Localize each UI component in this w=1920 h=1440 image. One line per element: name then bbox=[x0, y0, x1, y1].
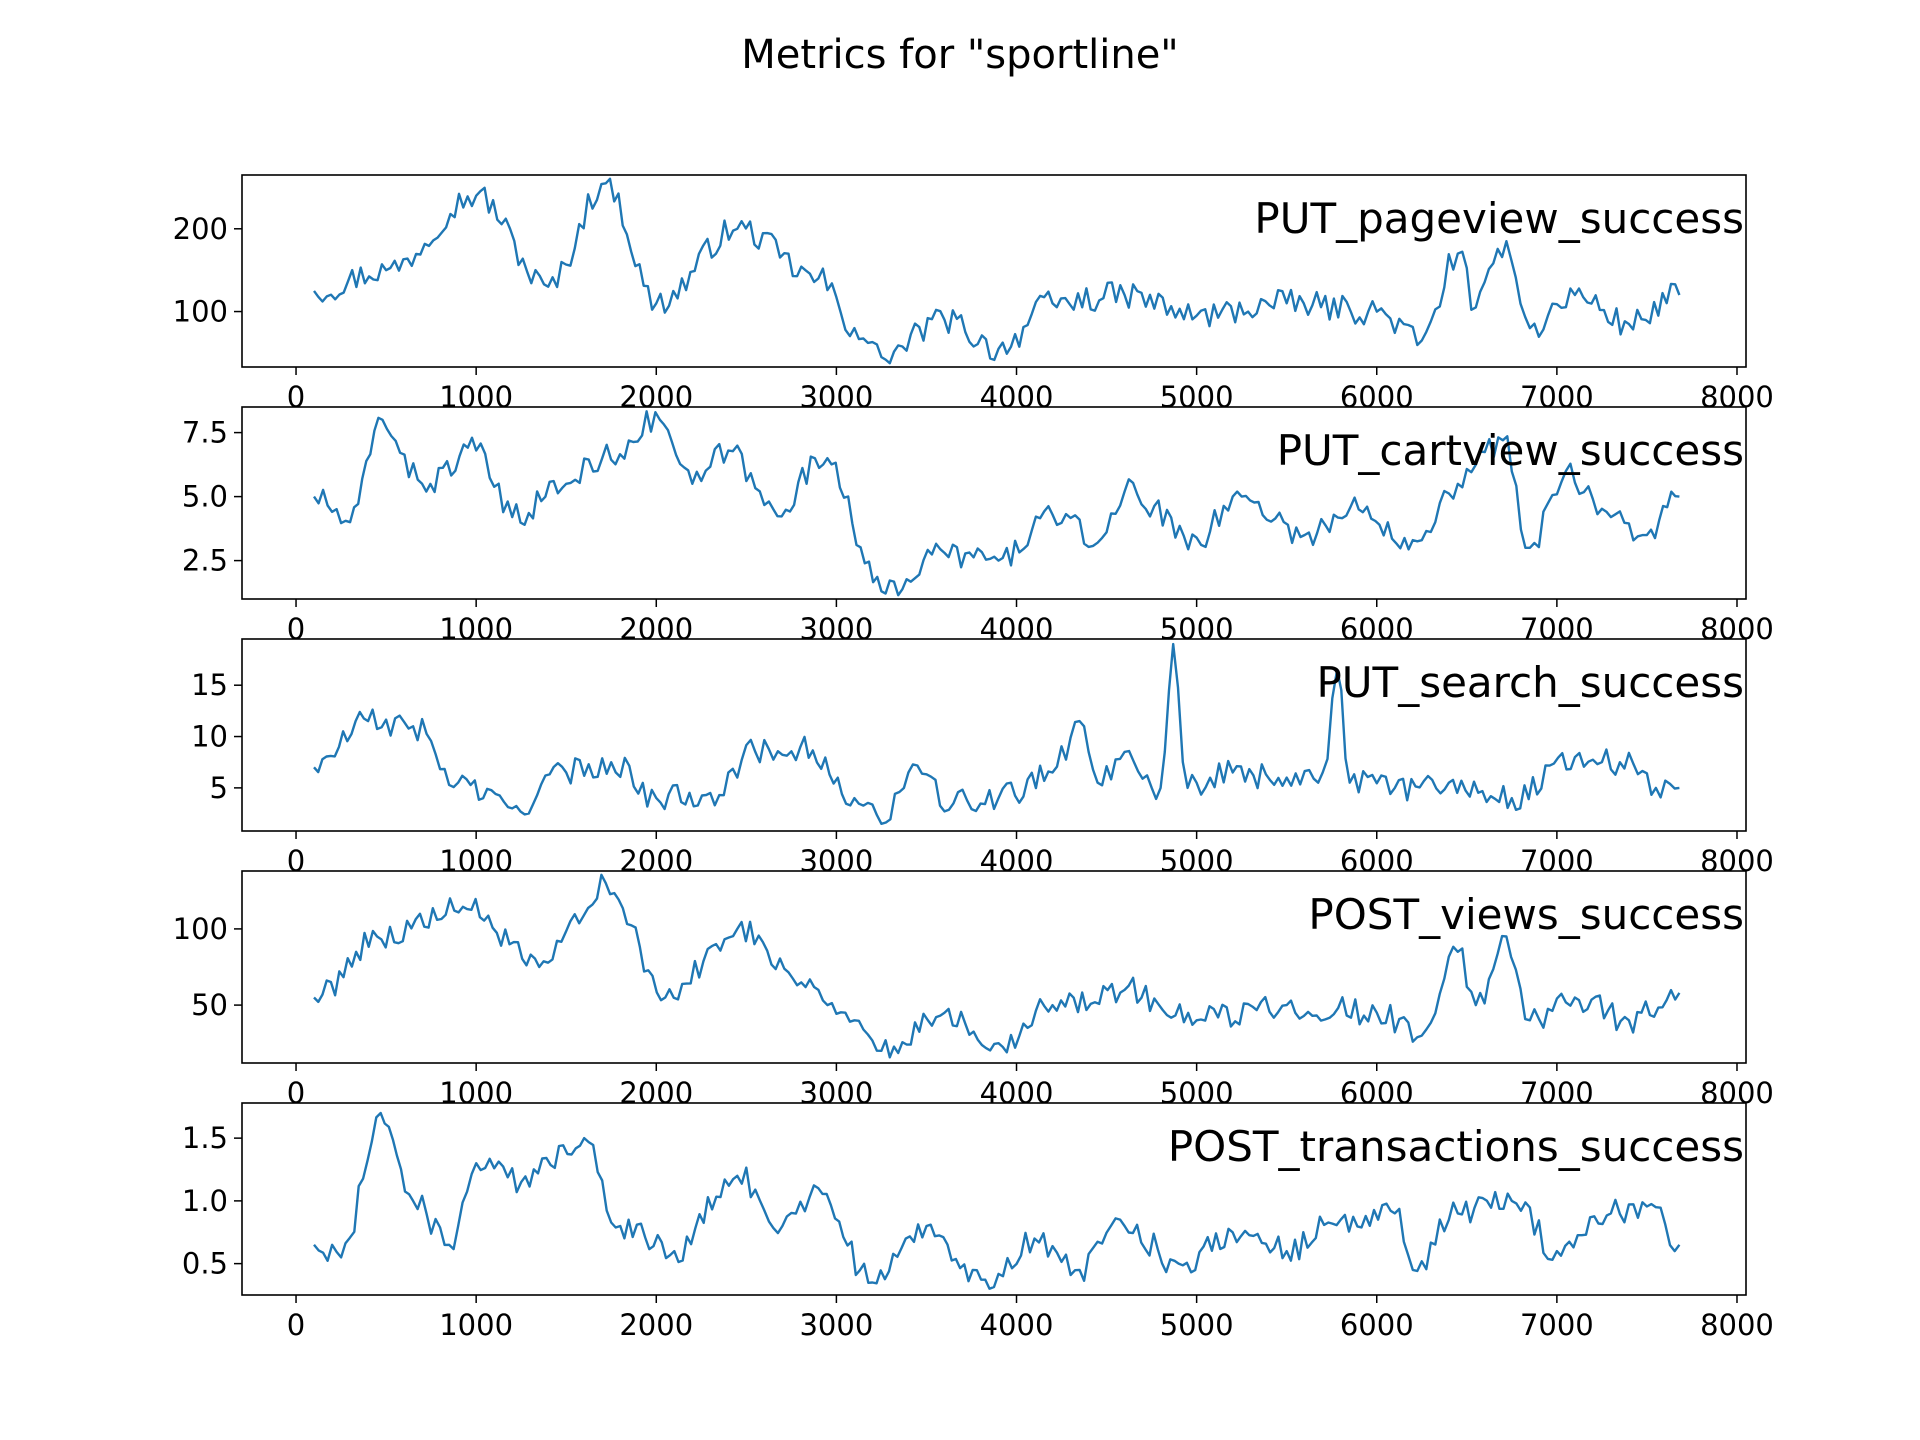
y-tick-label: 1.0 bbox=[182, 1184, 228, 1218]
x-tick-label: 6000 bbox=[1340, 1308, 1414, 1342]
y-tick-label: 7.5 bbox=[182, 416, 228, 450]
x-tick-label: 3000 bbox=[799, 1308, 873, 1342]
x-tick-label: 4000 bbox=[980, 1308, 1054, 1342]
y-tick-label: 1.5 bbox=[182, 1121, 228, 1155]
y-tick-label: 15 bbox=[191, 668, 228, 702]
x-tick-label: 8000 bbox=[1700, 1308, 1774, 1342]
axes-background bbox=[242, 871, 1746, 1063]
y-tick-label: 50 bbox=[191, 988, 228, 1022]
y-tick-label: 100 bbox=[173, 912, 228, 946]
x-tick-label: 5000 bbox=[1160, 1308, 1234, 1342]
x-tick-label: 1000 bbox=[439, 1308, 513, 1342]
x-tick-label: 0 bbox=[287, 612, 305, 646]
axes-frame bbox=[241, 870, 1747, 1064]
series-line bbox=[313, 873, 1681, 1059]
subplot-title: PUT_search_success bbox=[1316, 658, 1744, 707]
y-tick-label: 0.5 bbox=[182, 1247, 228, 1281]
subplot-2: 0 1000 2000 3000 4000 5000 6000 7000 80002.55.07… bbox=[182, 406, 1774, 646]
y-tick-label: 200 bbox=[173, 212, 228, 246]
series-line bbox=[313, 410, 1680, 597]
x-tick-label: 7000 bbox=[1520, 1308, 1594, 1342]
subplot-title: PUT_pageview_success bbox=[1254, 194, 1744, 243]
subplot-title: POST_transactions_success bbox=[1168, 1122, 1744, 1171]
axes-frame bbox=[241, 1102, 1747, 1296]
subplot-5: 0 1000 2000 3000 4000 5000 6000 7000 8000 0.5 1.0 1… bbox=[182, 1102, 1774, 1342]
axes-frame bbox=[241, 638, 1747, 832]
series-line bbox=[313, 177, 1681, 365]
series-line bbox=[313, 1111, 1681, 1290]
y-tick-label: 10 bbox=[191, 720, 228, 754]
y-tick-label: 100 bbox=[173, 295, 228, 329]
axes-frame bbox=[241, 406, 1747, 600]
x-tick-label: 0 bbox=[287, 380, 305, 414]
y-tick-label: 2.5 bbox=[182, 544, 228, 578]
x-tick-label: 0 bbox=[287, 1308, 305, 1342]
x-tick-label: 2000 bbox=[619, 1308, 693, 1342]
axes-background bbox=[242, 407, 1746, 599]
x-tick-label: 0 bbox=[287, 844, 305, 878]
subplot-title: POST_views_success bbox=[1308, 890, 1744, 939]
axes-frame bbox=[241, 174, 1747, 368]
series-line bbox=[313, 642, 1680, 825]
y-tick-label: 5 bbox=[210, 771, 228, 805]
axes-background bbox=[242, 1103, 1746, 1295]
x-tick-label: 0 bbox=[287, 1076, 305, 1110]
figure-title: Metrics for "sportline" bbox=[741, 32, 1178, 78]
subplot-title: PUT_cartview_success bbox=[1277, 426, 1744, 475]
y-tick-label: 5.0 bbox=[182, 480, 228, 514]
